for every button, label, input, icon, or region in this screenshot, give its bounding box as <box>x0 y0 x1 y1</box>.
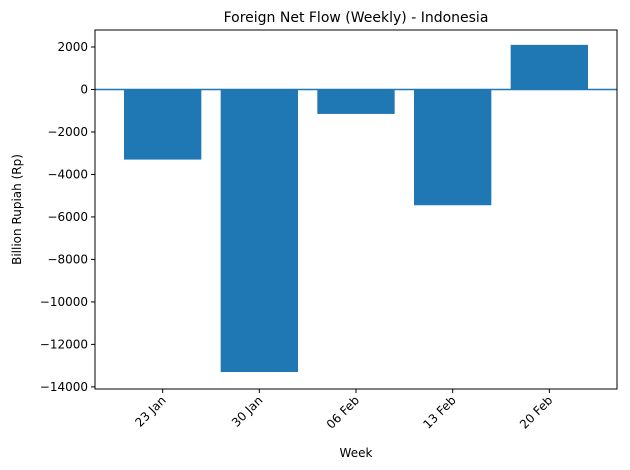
bar-30-jan <box>220 89 298 373</box>
x-tick-label: 23 Jan <box>132 393 168 429</box>
x-tick-label: 13 Feb <box>420 393 458 431</box>
x-tick-label: 06 Feb <box>324 393 362 431</box>
bar-13-feb <box>414 89 492 206</box>
y-tick-label: −2000 <box>47 125 88 139</box>
y-tick-label: −12000 <box>40 337 88 351</box>
x-tick-label: 30 Jan <box>229 393 265 429</box>
bar-06-feb <box>317 89 395 114</box>
chart-title: Foreign Net Flow (Weekly) - Indonesia <box>224 10 489 26</box>
x-tick-label: 20 Feb <box>517 393 555 431</box>
bar-23-jan <box>124 89 202 160</box>
x-axis-title: Week <box>340 446 373 460</box>
bars <box>124 44 588 373</box>
y-tick-label: −4000 <box>47 167 88 181</box>
y-tick-label: −10000 <box>40 295 88 309</box>
y-axis-title: Billion Rupiah (Rp) <box>10 154 24 265</box>
y-tick-label: −14000 <box>40 380 88 394</box>
y-tick-label: −6000 <box>47 210 88 224</box>
y-tick-label: −8000 <box>47 252 88 266</box>
plot-frame <box>94 29 618 390</box>
bar-20-feb <box>510 44 588 90</box>
y-tick-label: 0 <box>80 82 88 96</box>
y-tick-label: 2000 <box>57 40 88 54</box>
